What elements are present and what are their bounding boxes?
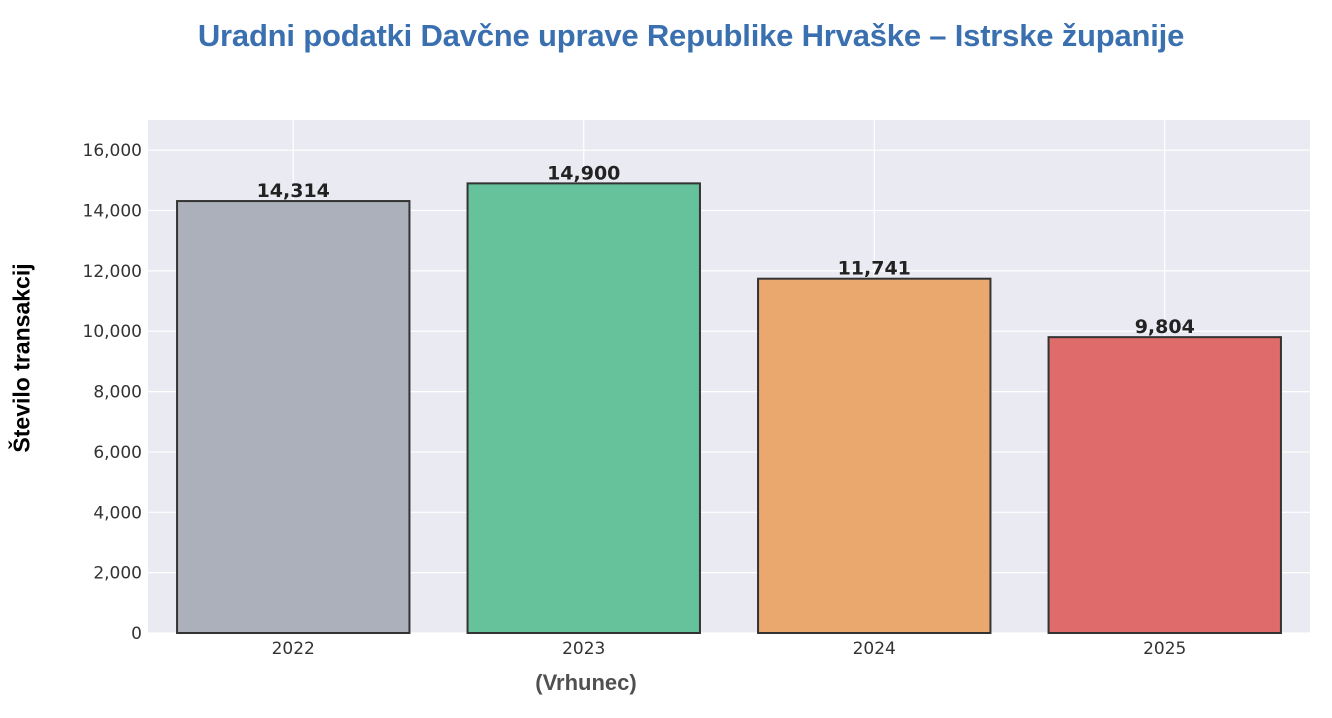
y-tick-label: 6,000 <box>93 443 142 463</box>
bar-2023 <box>466 182 701 635</box>
x-tick-label: 2024 <box>853 639 896 659</box>
bar-2022 <box>176 200 411 635</box>
y-tick-label: 10,000 <box>83 322 142 342</box>
data-label-2023: 14,900 <box>547 162 620 184</box>
y-tick-label: 16,000 <box>83 141 142 161</box>
x-tick-label: 2023 <box>562 639 605 659</box>
data-label-2025: 9,804 <box>1135 316 1195 338</box>
data-label-2024: 11,741 <box>838 258 911 280</box>
y-tick-label: 8,000 <box>93 383 142 403</box>
data-label-2022: 14,314 <box>257 180 330 202</box>
chart-title: Uradni podatki Davčne uprave Republike H… <box>197 18 1185 53</box>
y-axis-title: Število transakcij <box>8 263 35 453</box>
x-tick-label: 2025 <box>1143 639 1186 659</box>
x-axis-title: (Vrhunec) <box>535 670 637 695</box>
bar-2025 <box>1047 336 1282 634</box>
y-tick-label: 14,000 <box>83 202 142 222</box>
y-tick-label: 0 <box>131 624 142 644</box>
x-tick-label: 2022 <box>272 639 315 659</box>
y-tick-label: 2,000 <box>93 564 142 584</box>
y-tick-label: 12,000 <box>83 262 142 282</box>
y-tick-label: 4,000 <box>93 503 142 523</box>
bar-2024 <box>757 277 992 634</box>
